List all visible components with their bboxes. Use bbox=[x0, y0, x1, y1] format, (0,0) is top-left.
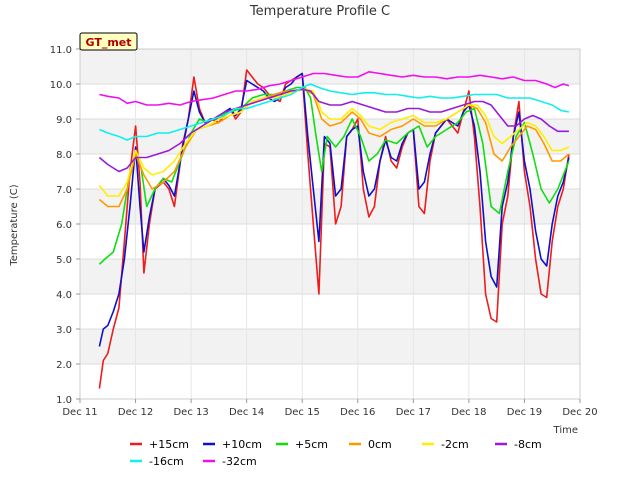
y-tick-label: 3.0 bbox=[56, 325, 72, 336]
series-line-+10cm bbox=[98, 72, 570, 347]
x-tick-label: Dec 16 bbox=[340, 407, 375, 418]
legend-label: -16cm bbox=[149, 455, 184, 468]
x-axis-title: Time bbox=[553, 425, 578, 436]
legend-item-+15cm: +15cm bbox=[130, 438, 189, 451]
legend-label: -8cm bbox=[514, 438, 542, 451]
series-line--2cm bbox=[98, 88, 570, 197]
y-tick-label: 10.0 bbox=[50, 80, 72, 91]
y-tick-label: 5.0 bbox=[56, 255, 72, 266]
station-badge-label: GT_met bbox=[85, 36, 131, 49]
legend-label: -2cm bbox=[441, 438, 469, 451]
legend-item-+5cm: +5cm bbox=[276, 438, 328, 451]
y-axis-title: Temperature (C) bbox=[9, 184, 20, 266]
series-line--32cm bbox=[99, 71, 570, 106]
legend-label: +10cm bbox=[222, 438, 262, 451]
plot-band bbox=[80, 259, 580, 294]
legend-item--32cm: -32cm bbox=[203, 455, 257, 468]
plot-band bbox=[80, 329, 580, 364]
x-tick-label: Dec 12 bbox=[118, 407, 153, 418]
y-tick-label: 8.0 bbox=[56, 150, 72, 161]
series-line-+15cm bbox=[98, 69, 570, 389]
series-layer bbox=[98, 69, 570, 389]
x-tick-label: Dec 17 bbox=[396, 407, 431, 418]
y-axis-ticks: 1.0 2.0 3.0 4.0 5.0 6.0 7.0 8.0 9.0 10.0 11.0 bbox=[50, 45, 80, 406]
station-badge: GT_met bbox=[79, 32, 138, 51]
series-line-+5cm bbox=[98, 86, 570, 265]
y-tick-label: 1.0 bbox=[56, 395, 72, 406]
x-tick-label: Dec 15 bbox=[285, 407, 320, 418]
legend-label: +5cm bbox=[295, 438, 328, 451]
y-tick-label: 4.0 bbox=[56, 290, 72, 301]
x-tick-label: Dec 14 bbox=[229, 407, 264, 418]
legend-item--8cm: -8cm bbox=[495, 438, 542, 451]
legend-item-+10cm: +10cm bbox=[203, 438, 262, 451]
y-tick-label: 11.0 bbox=[50, 45, 72, 56]
y-tick-label: 9.0 bbox=[56, 115, 72, 126]
legend-label: -32cm bbox=[222, 455, 257, 468]
station-badge-box bbox=[79, 32, 138, 51]
x-axis-ticks: Dec 11 Dec 12 Dec 13 Dec 14 Dec 15 Dec 16 Dec … bbox=[62, 399, 598, 418]
legend: +15cm +10cm +5cm 0cm -2cm -8cm -16cm -32cm bbox=[130, 438, 542, 468]
plot-band bbox=[80, 189, 580, 224]
x-tick-label: Dec 13 bbox=[173, 407, 208, 418]
legend-label: +15cm bbox=[149, 438, 189, 451]
legend-item--2cm: -2cm bbox=[422, 438, 469, 451]
legend-item-0cm: 0cm bbox=[349, 438, 392, 451]
x-tick-label: Dec 19 bbox=[507, 407, 542, 418]
y-tick-label: 7.0 bbox=[56, 185, 72, 196]
series-line-0cm bbox=[98, 88, 570, 208]
chart-title: Temperature Profile C bbox=[249, 4, 390, 19]
legend-item--16cm: -16cm bbox=[130, 455, 184, 468]
legend-label: 0cm bbox=[368, 438, 392, 451]
x-tick-label: Dec 18 bbox=[451, 407, 486, 418]
series-line--8cm bbox=[98, 88, 569, 173]
x-tick-label: Dec 20 bbox=[562, 407, 597, 418]
y-tick-label: 6.0 bbox=[56, 220, 72, 231]
x-tick-label: Dec 11 bbox=[62, 407, 97, 418]
series-line--16cm bbox=[99, 83, 570, 141]
y-tick-label: 2.0 bbox=[56, 360, 72, 371]
